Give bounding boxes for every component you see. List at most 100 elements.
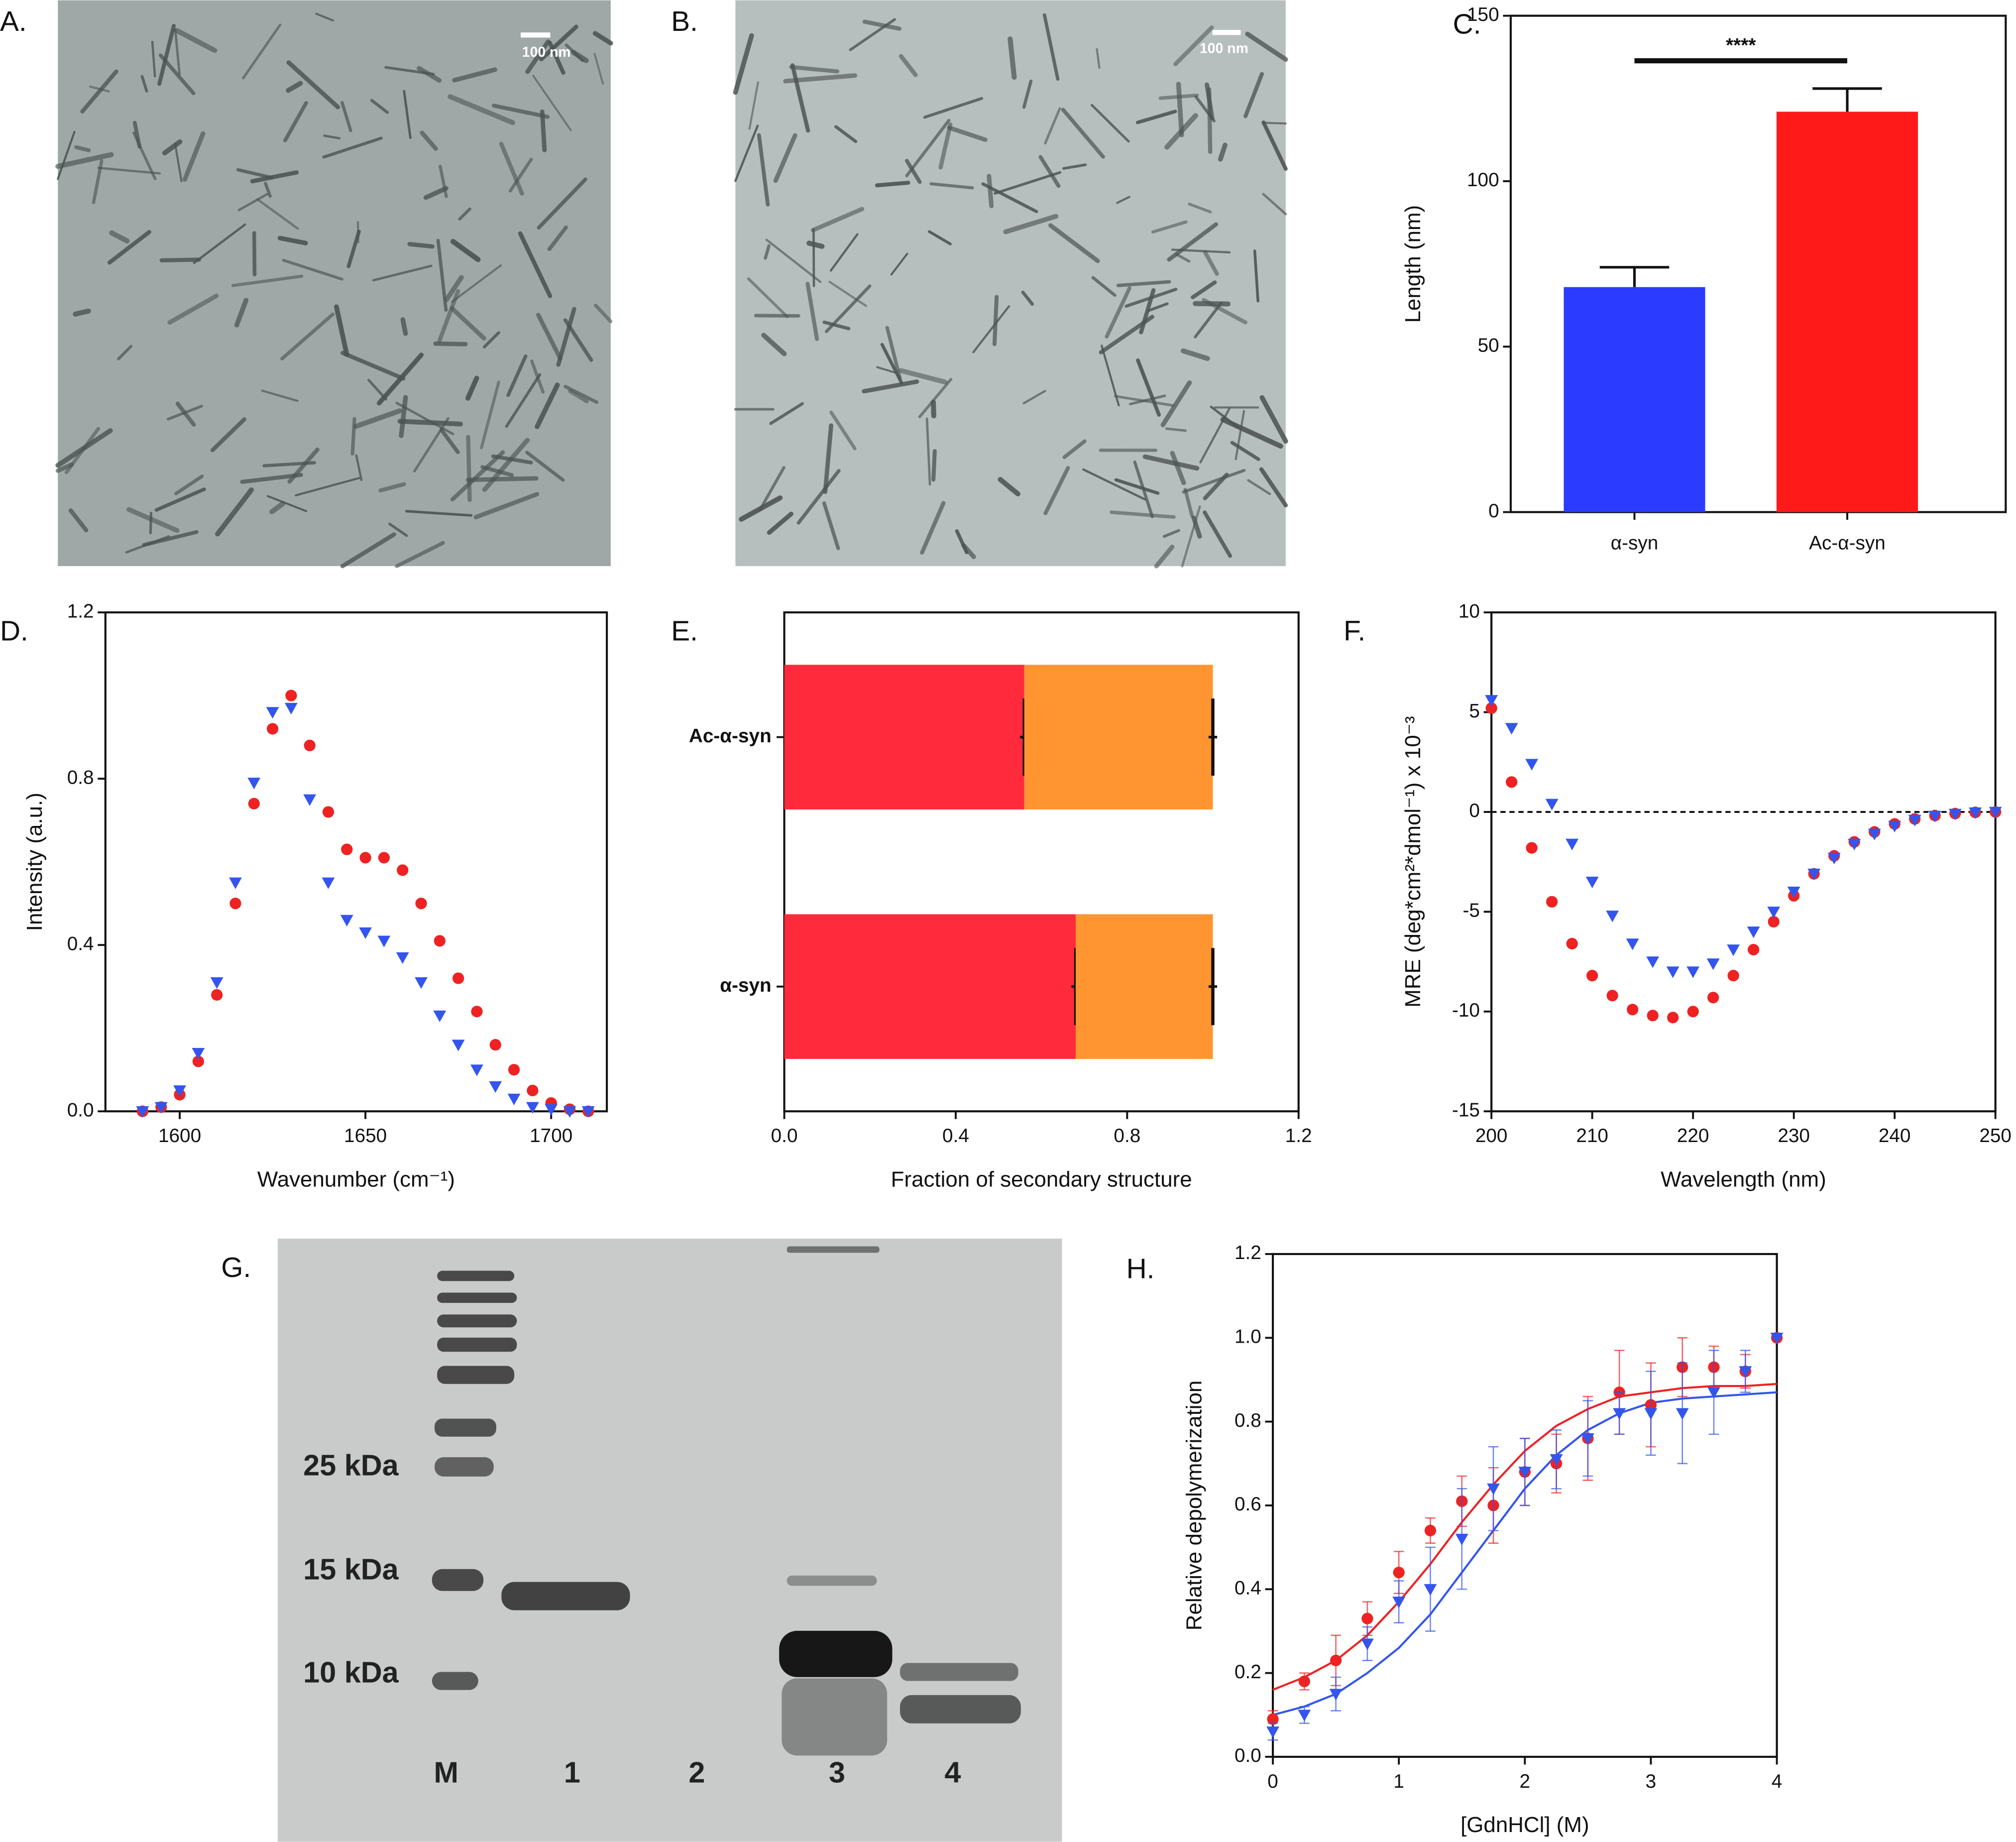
marker [1585,876,1599,889]
scale-bar-label: 100 nm [1200,40,1248,56]
fibril [280,312,335,360]
fibril [556,307,576,367]
fibril [55,462,74,473]
marker [247,778,261,790]
fibril [234,298,249,328]
fibril [938,122,953,170]
fibril [452,67,497,83]
marker [378,852,390,864]
fibril [499,141,524,196]
bar-segment [784,914,1076,1059]
fibril [400,317,408,336]
fibril [286,60,340,110]
plot-frame [1490,611,1997,1113]
marker [1485,702,1497,714]
fibril [1022,390,1046,405]
fibril [256,198,299,230]
fibril [240,472,303,484]
marker [1424,1584,1437,1596]
y-tick-label: 0 [1488,500,1499,522]
fibril [1022,79,1033,109]
fibril [1114,478,1160,495]
fibril [1194,302,1223,339]
marker [1546,896,1558,908]
fibril [57,130,76,180]
y-tick-label: 1.2 [67,600,94,622]
marker [284,702,298,715]
fibril [323,134,341,140]
fibril [1243,72,1264,118]
fibril [875,181,910,188]
fibril [834,125,858,143]
marker [1667,1012,1679,1024]
x-tick-label: 2 [1520,1771,1531,1792]
panel-label: E. [671,615,698,647]
fibril [395,541,445,568]
marker [452,972,464,984]
fibril [885,326,902,380]
fibril [806,240,825,249]
y-tick-label: 150 [1467,4,1499,25]
marker [1606,990,1618,1002]
fibril [920,501,946,555]
marker [1908,814,1921,826]
fibril [1253,249,1260,303]
marker [285,690,297,701]
y-tick-label: 0.0 [1234,1745,1261,1766]
fibril [1136,358,1161,417]
fibril [733,33,754,95]
fibril [796,469,841,525]
fibril [947,125,988,142]
fibril [350,417,356,456]
fibril [764,244,771,260]
marker [192,1055,204,1067]
fibril [97,166,161,175]
fibril [987,174,994,209]
marker [1606,911,1619,922]
marker [340,915,353,927]
fibril [1262,193,1287,216]
fibril [1247,479,1271,495]
fibril [805,282,819,341]
fibril [1043,466,1070,515]
fibril [151,40,156,78]
marker [1525,759,1539,771]
x-tick-label: 0 [1267,1771,1278,1792]
fibril [269,501,286,515]
significance-label: **** [1726,35,1756,56]
fibril [482,331,500,348]
fibril [1048,223,1100,263]
fibril [563,385,599,404]
x-tick-label: α-syn [1611,532,1659,554]
fibril [286,81,303,93]
marker [1948,808,1962,820]
panel-label: C. [1453,8,1481,40]
fibril [540,109,547,152]
micrograph-b [735,0,1286,567]
marker [1506,776,1518,788]
fibril [1008,36,1017,80]
x-axis-title: Wavelength (nm) [1661,1167,1826,1191]
fibril [769,402,804,425]
marker [527,1084,539,1097]
fit-line [1272,1382,1777,1691]
x-tick-label: 200 [1475,1125,1508,1147]
fibril [132,131,157,180]
marker [1787,886,1800,899]
fibril [1128,394,1166,406]
fibril [535,382,560,429]
fibril [154,487,206,512]
fibril [539,24,578,62]
marker [1485,695,1498,707]
fibril [757,133,770,207]
fibril [898,54,918,77]
marker [1545,799,1559,810]
fibril [981,182,1038,214]
marker [377,935,391,947]
fibril [1061,108,1105,159]
fibril [157,23,176,86]
fibril [340,101,352,132]
fibril [1062,163,1087,170]
fibril [563,318,593,362]
